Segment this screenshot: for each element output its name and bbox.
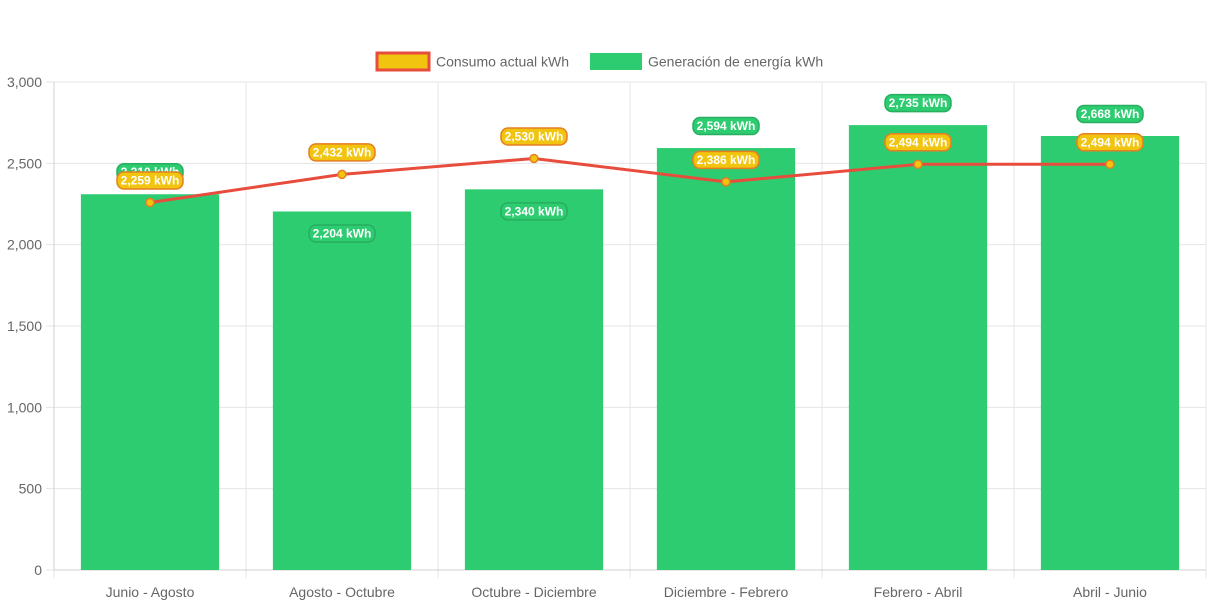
data-label-consumo-text: 2,494 kWh (1081, 135, 1140, 149)
legend: Consumo actual kWh Generación de energía… (375, 51, 823, 72)
data-label-generacion-box (692, 116, 760, 136)
data-label-generacion-text: 2,735 kWh (889, 96, 948, 110)
bar-generacion[interactable] (464, 189, 604, 571)
data-label-consumo-box (308, 143, 376, 162)
data-label-generacion-box (500, 202, 568, 221)
data-label-generacion: 2,735 kWh (884, 93, 952, 113)
y-tick-label: 1,000 (7, 399, 42, 415)
x-tick-label: Octubre - Diciembre (471, 584, 596, 600)
y-tick-label: 500 (19, 481, 43, 497)
legend-swatch-generacion[interactable] (590, 53, 642, 70)
y-tick-label: 3,000 (7, 74, 42, 90)
point-consumo[interactable] (721, 177, 731, 187)
data-label-consumo: 2,432 kWh (308, 143, 376, 162)
bar-generacion[interactable] (272, 211, 412, 570)
line-layer (145, 153, 1115, 208)
legend-label-generacion[interactable]: Generación de energía kWh (648, 54, 823, 70)
data-label-generacion-text: 2,594 kWh (697, 119, 756, 133)
x-tick-label: Junio - Agosto (106, 584, 195, 600)
point-consumo[interactable] (337, 169, 347, 180)
grid-layer (46, 81, 1207, 578)
data-label-consumo: 2,494 kWh (1076, 133, 1144, 152)
y-tick-label: 2,000 (7, 237, 42, 253)
legend-label-consumo[interactable]: Consumo actual kWh (436, 54, 569, 70)
y-tick-label: 0 (34, 562, 42, 578)
data-label-generacion: 2,668 kWh (1076, 104, 1144, 124)
data-label-consumo: 2,530 kWh (500, 127, 568, 146)
data-label-consumo-box (116, 171, 184, 190)
bar-generacion[interactable] (80, 194, 220, 571)
x-tick-label: Febrero - Abril (874, 584, 963, 600)
data-label-consumo-box (884, 133, 952, 152)
data-label-consumo: 2,386 kWh (692, 150, 760, 170)
point-consumo[interactable] (1105, 159, 1115, 170)
data-label-generacion: 2,204 kWh (308, 224, 376, 243)
x-tick-label: Abril - Junio (1073, 584, 1147, 600)
data-label-consumo-text: 2,259 kWh (121, 174, 180, 188)
data-label-generacion-text: 2,668 kWh (1081, 107, 1140, 121)
data-label-generacion: 2,340 kWh (500, 202, 568, 221)
line-consumo[interactable] (149, 156, 1110, 205)
bar-generacion[interactable] (848, 125, 988, 571)
point-consumo[interactable] (145, 197, 155, 208)
data-label-consumo-box (500, 127, 568, 146)
data-label-generacion-box (308, 224, 376, 243)
point-consumo[interactable] (913, 159, 923, 170)
data-label-generacion: 2,594 kWh (692, 116, 760, 136)
data-label-generacion-text: 2,204 kWh (313, 226, 372, 240)
data-label-consumo-text: 2,530 kWh (505, 129, 564, 143)
data-label-consumo-text: 2,386 kWh (697, 153, 756, 167)
x-tick-label: Diciembre - Febrero (664, 584, 789, 600)
legend-swatch-consumo[interactable] (375, 51, 431, 72)
data-label-consumo-box (692, 150, 760, 170)
y-tick-label: 2,500 (7, 155, 42, 171)
axis-layer: 0 500 1,000 1,500 2,000 2,500 3,000 Junio - Ago… (7, 74, 1206, 600)
x-tick-label: Agosto - Octubre (289, 584, 395, 600)
data-label-generacion-text: 2,340 kWh (505, 204, 564, 218)
data-label-consumo-box (1076, 133, 1144, 152)
bar-layer (80, 125, 1180, 571)
point-consumo[interactable] (529, 153, 539, 164)
data-label-consumo: 2,494 kWh (884, 133, 952, 152)
bar-generacion[interactable] (1040, 136, 1180, 570)
data-label-generacion-box (1076, 104, 1144, 124)
y-tick-label: 1,500 (7, 318, 42, 334)
data-label-generacion-box (884, 93, 952, 113)
data-label-consumo-text: 2,432 kWh (313, 145, 372, 159)
data-label-consumo-text: 2,494 kWh (889, 135, 948, 149)
bar-generacion[interactable] (656, 148, 796, 570)
data-label-consumo: 2,259 kWh (116, 171, 184, 190)
